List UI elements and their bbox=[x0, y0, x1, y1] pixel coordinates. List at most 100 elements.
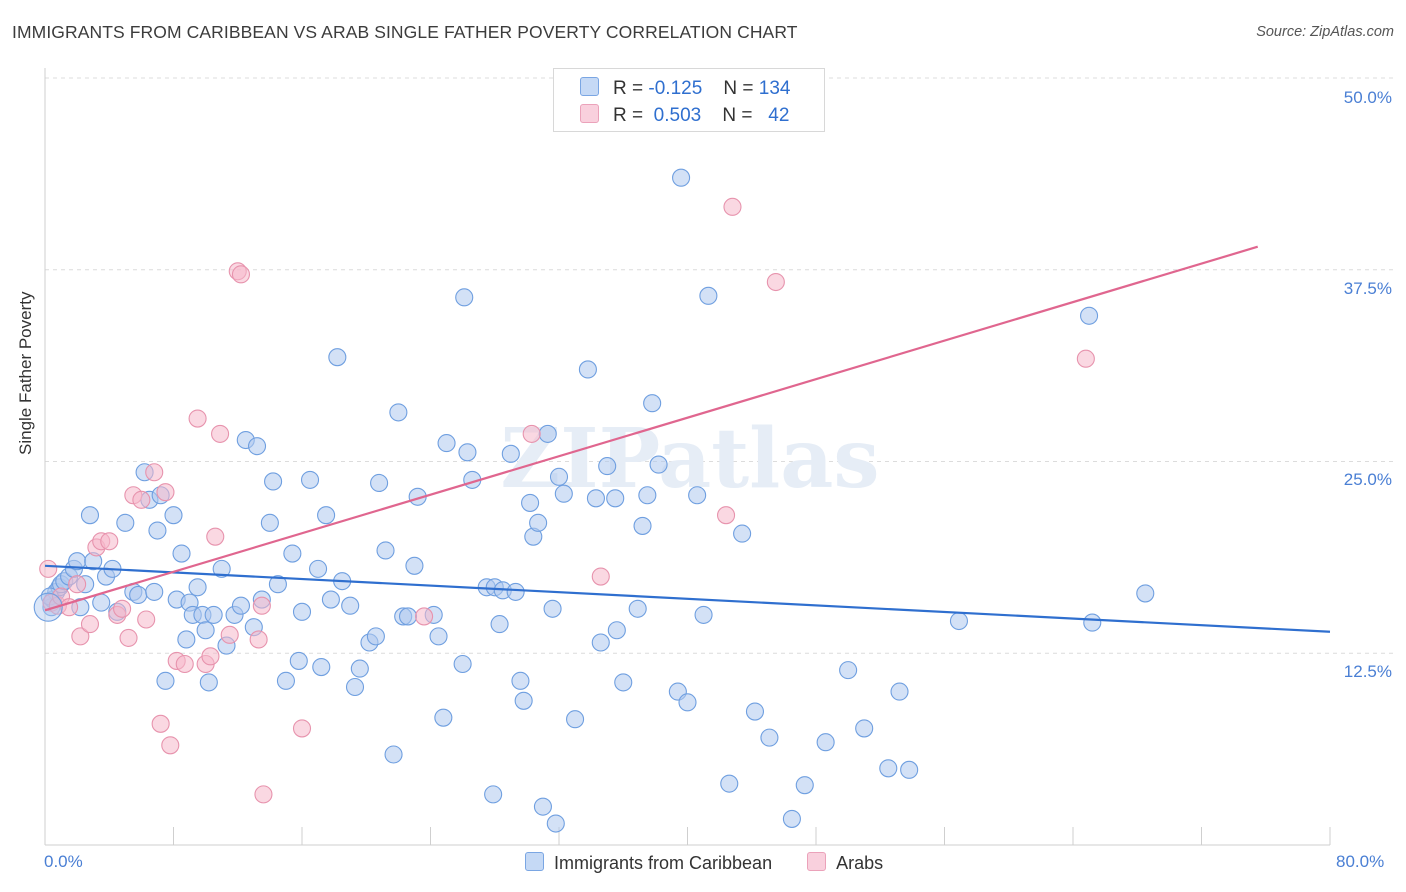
caribbean-point bbox=[538, 424, 557, 443]
caribbean-point bbox=[1080, 306, 1099, 325]
caribbean-point bbox=[172, 544, 191, 563]
caribbean-point bbox=[312, 658, 331, 677]
data-points bbox=[33, 168, 1155, 833]
caribbean-point bbox=[341, 596, 360, 615]
caribbean-point bbox=[720, 774, 739, 793]
arab-point bbox=[716, 506, 736, 525]
legend-row-arabs: R = 0.503 N = 42 bbox=[580, 104, 789, 127]
caribbean-point bbox=[231, 596, 251, 615]
caribbean-point bbox=[628, 599, 647, 618]
y-axis-label: Single Father Poverty bbox=[16, 291, 35, 455]
caribbean-point bbox=[855, 719, 874, 738]
caribbean-point bbox=[300, 470, 320, 489]
caribbean-point bbox=[264, 472, 283, 491]
caribbean-point bbox=[549, 467, 569, 486]
caribbean-point bbox=[212, 559, 231, 578]
arab-point bbox=[766, 272, 785, 292]
caribbean-point bbox=[164, 506, 183, 525]
arab-trend-line bbox=[44, 245, 1259, 612]
caribbean-point bbox=[398, 607, 418, 626]
caribbean-point bbox=[879, 759, 898, 778]
arab-point bbox=[175, 654, 194, 674]
caribbean-point bbox=[598, 457, 617, 476]
arab-point bbox=[119, 628, 138, 647]
caribbean-point bbox=[458, 443, 477, 462]
arab-point bbox=[137, 610, 156, 629]
caribbean-point bbox=[678, 693, 697, 712]
arab-point bbox=[522, 424, 541, 443]
caribbean-point bbox=[148, 521, 167, 540]
legend-row-caribbean: R = -0.125 N = 134 bbox=[580, 77, 790, 100]
caribbean-point bbox=[370, 473, 389, 493]
legend-item-caribbean: Immigrants from Caribbean bbox=[525, 852, 772, 874]
arab-point bbox=[723, 197, 742, 216]
pink-swatch-icon bbox=[580, 104, 599, 123]
caribbean-point bbox=[328, 348, 347, 367]
series-legend: Immigrants from Caribbean Arabs bbox=[525, 852, 913, 874]
caribbean-point bbox=[607, 621, 626, 640]
x-tick-label: 80.0% bbox=[1336, 852, 1385, 871]
caribbean-point bbox=[345, 677, 365, 697]
caribbean-point bbox=[699, 286, 718, 305]
arab-point bbox=[113, 599, 132, 618]
arab-point bbox=[145, 463, 164, 482]
arab-point bbox=[231, 265, 251, 284]
caribbean-point bbox=[405, 556, 424, 575]
y-tick-label: 37.5% bbox=[1343, 279, 1392, 298]
arab-point bbox=[249, 630, 268, 649]
caribbean-point bbox=[586, 489, 605, 508]
caribbean-point bbox=[1083, 613, 1102, 632]
caribbean-point bbox=[309, 559, 328, 578]
caribbean-point bbox=[145, 582, 164, 601]
caribbean-point bbox=[890, 682, 909, 701]
arab-point bbox=[252, 596, 271, 615]
caribbean-point bbox=[688, 486, 707, 505]
caribbean-point bbox=[33, 592, 63, 622]
caribbean-point bbox=[795, 776, 814, 795]
caribbean-point bbox=[949, 611, 969, 631]
caribbean-point bbox=[455, 288, 474, 307]
y-tick-label: 12.5% bbox=[1343, 662, 1392, 681]
arab-point bbox=[1076, 349, 1095, 368]
arab-point bbox=[71, 627, 90, 646]
caribbean-point bbox=[649, 455, 668, 474]
caribbean-point bbox=[321, 590, 340, 609]
grid-lines bbox=[45, 77, 1395, 654]
caribbean-point bbox=[614, 673, 633, 692]
axes bbox=[44, 68, 1331, 846]
caribbean-point bbox=[643, 394, 662, 413]
pink-swatch-icon bbox=[807, 852, 827, 871]
caribbean-trend-line bbox=[44, 564, 1331, 633]
caribbean-point bbox=[429, 627, 448, 646]
arab-point bbox=[60, 598, 79, 617]
caribbean-point bbox=[376, 541, 395, 560]
caribbean-point bbox=[437, 434, 456, 453]
caribbean-point bbox=[389, 403, 408, 422]
arab-point bbox=[100, 532, 119, 551]
caribbean-point bbox=[554, 484, 573, 503]
caribbean-point bbox=[366, 627, 385, 646]
y-tick-label: 25.0% bbox=[1343, 470, 1392, 489]
arab-point bbox=[39, 559, 58, 578]
caribbean-point bbox=[782, 809, 801, 828]
caribbean-point bbox=[484, 785, 503, 804]
arab-point bbox=[254, 785, 273, 804]
trend-lines bbox=[44, 245, 1331, 633]
caribbean-point bbox=[606, 489, 625, 508]
caribbean-point bbox=[292, 602, 312, 621]
source-label: Source: ZipAtlas.com bbox=[1256, 24, 1394, 40]
caribbean-point bbox=[92, 593, 111, 612]
caribbean-point bbox=[760, 728, 779, 747]
caribbean-point bbox=[745, 702, 765, 721]
caribbean-point bbox=[501, 444, 520, 463]
arab-point bbox=[292, 719, 312, 738]
arab-point bbox=[201, 647, 220, 666]
blue-swatch-icon bbox=[580, 77, 599, 96]
arab-point bbox=[156, 483, 175, 502]
caribbean-point bbox=[591, 633, 610, 652]
caribbean-point bbox=[289, 651, 308, 670]
caribbean-point bbox=[514, 691, 533, 710]
arab-point bbox=[68, 575, 87, 594]
caribbean-point bbox=[733, 524, 752, 543]
